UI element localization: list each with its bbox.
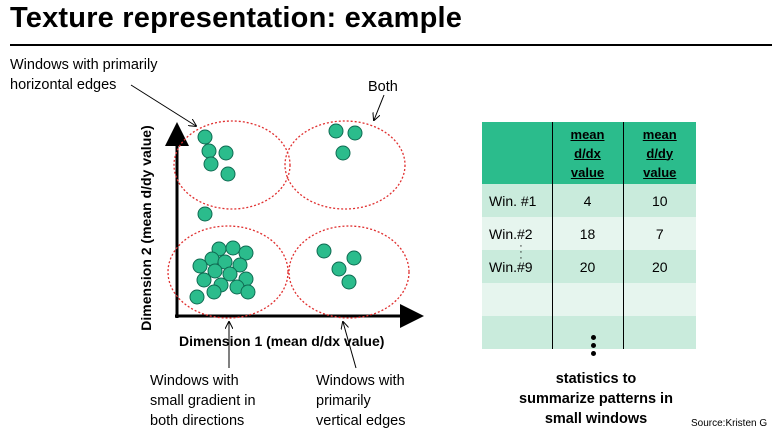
- x-axis-label: Dimension 1 (mean d/dx value): [179, 333, 385, 349]
- label-both: Both: [368, 79, 398, 95]
- dot: [238, 245, 254, 261]
- table-header-cell: mean d/dy value: [622, 122, 696, 184]
- table-header-row: mean d/dx value mean d/dy value: [482, 122, 696, 184]
- dot: [218, 145, 234, 161]
- table-row: Win.#2 18 7: [482, 217, 696, 250]
- table-cell: [622, 283, 696, 316]
- statistics-table: mean d/dx value mean d/dy value Win. #1 …: [482, 122, 696, 349]
- label-horizontal-edges: Windows with primarily horizontal edges: [10, 57, 158, 93]
- page-title: Texture representation: example: [10, 2, 463, 34]
- cluster-ellipse-horizontal: [173, 120, 291, 210]
- table-cell: [551, 316, 623, 349]
- dot: [331, 261, 347, 277]
- dot: [192, 258, 208, 274]
- label-statistics: statistics to summarize patterns in smal…: [519, 371, 673, 427]
- dot: [196, 272, 212, 288]
- table-cell: [482, 316, 552, 349]
- source-credit: Source:Kristen G: [691, 418, 768, 429]
- dot: [347, 125, 363, 141]
- cluster-ellipse-vertical: [288, 225, 410, 319]
- table-row: [482, 283, 696, 316]
- dot: [232, 257, 248, 273]
- dot: [346, 250, 362, 266]
- table-row: [482, 316, 696, 349]
- pointer-both: [374, 94, 385, 120]
- dot: [203, 156, 219, 172]
- table-cell: 20: [622, 250, 696, 283]
- dot: [316, 243, 332, 259]
- table-header-cell: [482, 122, 552, 184]
- table-cell: 18: [551, 217, 623, 250]
- table-cell: [551, 283, 623, 316]
- table-cell: Win.#9: [482, 250, 552, 283]
- title-divider: [10, 44, 772, 46]
- dot: [197, 129, 213, 145]
- cluster-ellipse-small-gradient: [167, 225, 289, 319]
- table-row: Win.#9 20 20: [482, 250, 696, 283]
- dot: [222, 266, 238, 282]
- dot: [328, 123, 344, 139]
- dot: [240, 284, 256, 300]
- table-cell: 7: [622, 217, 696, 250]
- table-row: Win. #1 4 10: [482, 184, 696, 217]
- row-ellipsis-icon: · · ·: [519, 240, 523, 264]
- table-cell: Win. #1: [482, 184, 552, 217]
- table-cell: 4: [551, 184, 623, 217]
- pointer-vertical-edges: [343, 322, 357, 369]
- dot: [197, 206, 213, 222]
- table-header-cell: mean d/dx value: [551, 122, 623, 184]
- dot: [341, 274, 357, 290]
- pointer-horizontal-edges: [130, 84, 196, 126]
- table-cell: 10: [622, 184, 696, 217]
- dot: [220, 166, 236, 182]
- dot: [189, 289, 205, 305]
- vertical-ellipsis-icon: [588, 335, 598, 359]
- dots: [189, 123, 363, 305]
- dot: [201, 143, 217, 159]
- table-cell: [482, 283, 552, 316]
- table-cell: Win.#2: [482, 217, 552, 250]
- dot: [335, 145, 351, 161]
- label-small-gradient: Windows with small gradient in both dire…: [150, 373, 256, 429]
- dot: [206, 284, 222, 300]
- table-cell: 20: [551, 250, 623, 283]
- dot: [207, 263, 223, 279]
- label-vertical-edges: Windows with primarily vertical edges: [316, 373, 406, 429]
- cluster-ellipse-both: [284, 120, 406, 210]
- dot: [225, 240, 241, 256]
- table-cell: [622, 316, 696, 349]
